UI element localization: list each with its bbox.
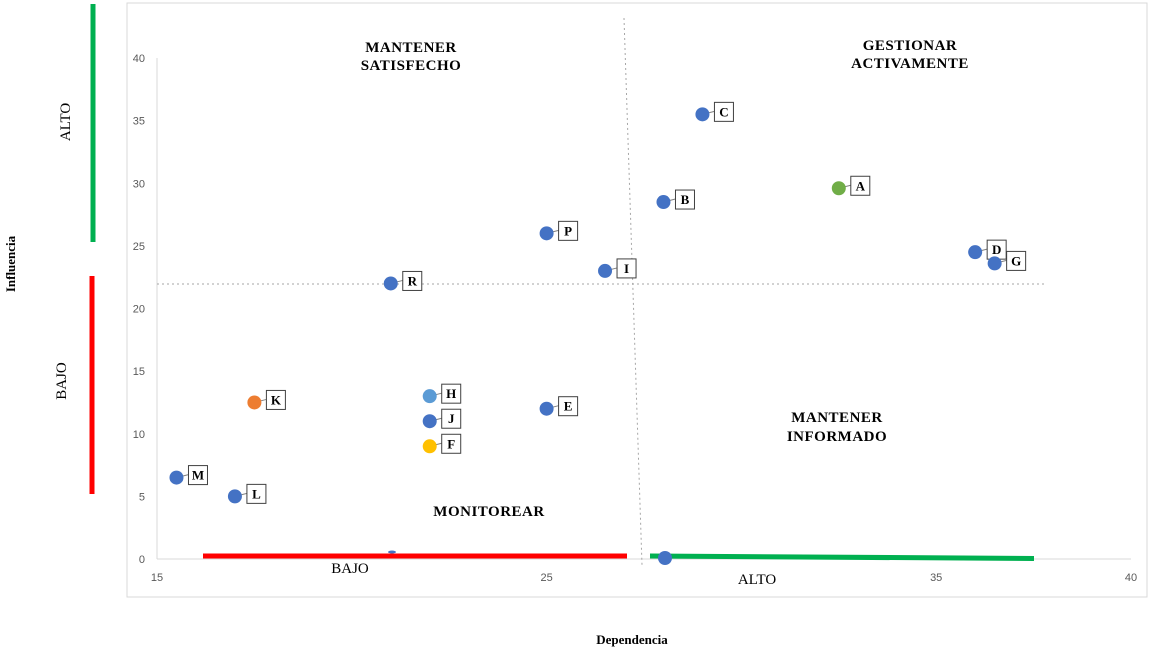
y-tick-label: 20 xyxy=(133,304,145,316)
point-marker xyxy=(831,181,846,196)
point-marker xyxy=(247,395,262,410)
point-marker xyxy=(383,276,398,291)
x-high-bar xyxy=(649,553,1035,561)
point-label-box xyxy=(713,101,734,122)
point-label-box xyxy=(850,175,871,196)
point-label: P xyxy=(564,223,572,238)
y-tick-label: 40 xyxy=(133,53,145,65)
point-marker xyxy=(539,226,554,241)
x-tick-label: 35 xyxy=(930,572,942,584)
y-low-label: BAJO xyxy=(54,362,70,400)
y-high-label: ALTO xyxy=(58,103,74,142)
point-p: P xyxy=(539,220,579,241)
point-label-box xyxy=(674,189,695,210)
point-b: B xyxy=(656,189,695,210)
point-label: G xyxy=(1011,253,1021,268)
point-label: A xyxy=(856,178,866,193)
point-m: M xyxy=(169,465,208,486)
point-l: L xyxy=(227,483,267,504)
quadrant-bottom-right-line2: INFORMADO xyxy=(787,429,887,445)
x-tick-label: 25 xyxy=(540,572,552,584)
point-e: E xyxy=(539,396,579,417)
point-marker xyxy=(227,489,242,504)
quadrant-top-left-line1: MANTENER xyxy=(365,40,457,56)
point-label: H xyxy=(446,386,456,401)
point-label-box xyxy=(558,396,579,417)
point-marker xyxy=(987,256,1002,271)
point-i: I xyxy=(598,258,637,279)
point-marker xyxy=(422,414,437,429)
point-marker xyxy=(598,263,613,278)
data-points: A B C D E F G H I J K L M P R xyxy=(169,101,1027,504)
tick-labels: 0 5 10 15 20 25 30 35 40 15 25 35 40 xyxy=(133,53,1137,584)
x-tick-label: 15 xyxy=(151,572,163,584)
point-label-box xyxy=(265,389,286,410)
point-r: R xyxy=(383,270,423,291)
x-tick-label: 40 xyxy=(1125,572,1137,584)
point-marker xyxy=(695,107,710,122)
point-label: M xyxy=(192,468,204,483)
y-tick-label: 25 xyxy=(133,241,145,253)
point-marker xyxy=(422,439,437,454)
point-label-box xyxy=(558,220,579,241)
point-c: C xyxy=(695,101,734,122)
x-low-label: BAJO xyxy=(331,561,369,577)
point-marker xyxy=(968,245,983,260)
point-j: J xyxy=(422,408,462,429)
y-tick-label: 30 xyxy=(133,178,145,190)
point-f: F xyxy=(422,433,462,454)
point-label-box xyxy=(441,433,462,454)
point-label: I xyxy=(624,261,629,276)
x-axis-title: Dependencia xyxy=(596,632,668,647)
point-marker xyxy=(656,195,671,210)
point-marker xyxy=(539,401,554,416)
point-label: E xyxy=(564,399,573,414)
point-marker xyxy=(169,470,184,485)
point-label-box xyxy=(441,383,462,404)
y-axis-title: Influencia xyxy=(3,235,18,292)
axis-point xyxy=(658,551,672,565)
point-label-box xyxy=(616,258,637,279)
point-label-box xyxy=(246,483,267,504)
point-label: D xyxy=(992,242,1001,257)
point-marker xyxy=(422,389,437,404)
quadrant-bottom-left-line1: MONITOREAR xyxy=(433,504,544,520)
y-tick-label: 10 xyxy=(133,429,145,441)
point-label-box xyxy=(402,270,423,291)
axis-marker xyxy=(388,550,396,554)
quadrant-top-left-line2: SATISFECHO xyxy=(361,58,462,74)
y-tick-label: 15 xyxy=(133,366,145,378)
chart-border xyxy=(126,2,1148,598)
quadrant-bottom-right-line1: MANTENER xyxy=(791,410,883,426)
point-d: D xyxy=(968,239,1007,260)
point-label: B xyxy=(681,192,690,207)
y-tick-label: 35 xyxy=(133,116,145,128)
x-threshold-line xyxy=(623,17,643,566)
point-label: K xyxy=(271,392,282,407)
point-label-box xyxy=(187,465,208,486)
point-label: C xyxy=(719,104,728,119)
point-k: K xyxy=(247,389,286,410)
point-label: L xyxy=(252,486,261,501)
y-tick-label: 0 xyxy=(139,554,145,566)
point-label: F xyxy=(447,436,455,451)
point-g: G xyxy=(987,250,1027,271)
x-high-label: ALTO xyxy=(738,572,777,588)
quadrant-top-right-line2: ACTIVAMENTE xyxy=(851,56,969,72)
point-label-box xyxy=(1006,250,1027,271)
point-h: H xyxy=(422,383,462,404)
point-a: A xyxy=(831,175,871,196)
quadrant-top-right-line1: GESTIONAR xyxy=(863,38,958,54)
point-label: R xyxy=(408,273,418,288)
point-label-box xyxy=(441,408,462,429)
y-tick-label: 5 xyxy=(139,491,145,503)
point-label: J xyxy=(448,411,455,426)
